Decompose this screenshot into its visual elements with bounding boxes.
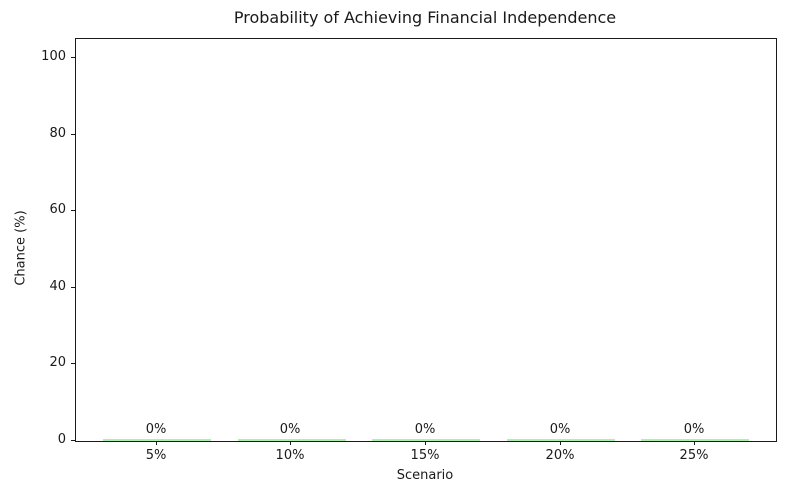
x-tick-mark xyxy=(156,441,157,445)
chart-title: Probability of Achieving Financial Indep… xyxy=(233,8,617,27)
x-tick-mark xyxy=(694,441,695,445)
x-tick-mark xyxy=(425,441,426,445)
y-tick-label: 60 xyxy=(49,202,66,217)
y-tick-label: 20 xyxy=(49,355,66,370)
bar-value-label: 0% xyxy=(279,422,301,437)
y-tick-label: 40 xyxy=(49,279,66,294)
y-tick-mark xyxy=(71,57,75,58)
x-tick-label: 5% xyxy=(145,448,167,463)
y-tick-mark xyxy=(71,440,75,441)
y-tick-mark xyxy=(71,287,75,288)
y-tick-mark xyxy=(71,134,75,135)
y-axis-label: Chance (%) xyxy=(13,210,29,286)
bar xyxy=(641,439,749,441)
x-tick-label: 25% xyxy=(679,448,709,463)
y-tick-label: 80 xyxy=(49,126,66,141)
x-axis-label: Scenario xyxy=(396,468,454,483)
bar-value-label: 0% xyxy=(414,422,436,437)
y-tick-label: 100 xyxy=(41,49,66,64)
plot-area xyxy=(75,38,777,442)
y-tick-mark xyxy=(71,363,75,364)
bar-value-label: 0% xyxy=(549,422,571,437)
bar xyxy=(372,439,480,441)
y-tick-label: 0 xyxy=(57,432,66,447)
y-tick-mark xyxy=(71,210,75,211)
x-tick-label: 10% xyxy=(275,448,305,463)
x-tick-mark xyxy=(560,441,561,445)
bar-value-label: 0% xyxy=(145,422,167,437)
bar xyxy=(103,439,211,441)
bar xyxy=(507,439,615,441)
bar xyxy=(238,439,346,441)
bar-value-label: 0% xyxy=(683,422,705,437)
x-tick-label: 20% xyxy=(545,448,575,463)
x-tick-label: 15% xyxy=(410,448,440,463)
x-tick-mark xyxy=(290,441,291,445)
